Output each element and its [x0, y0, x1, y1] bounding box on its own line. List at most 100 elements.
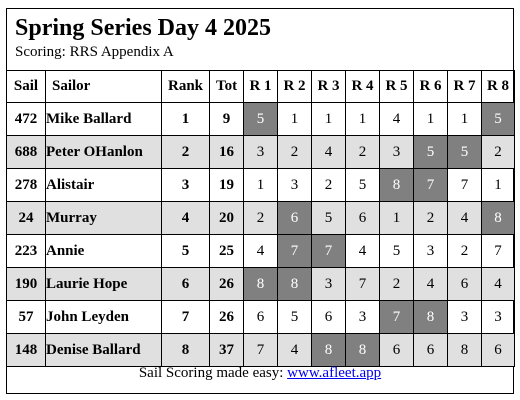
race-6-score-cell: 3	[413, 234, 448, 268]
results-table: Sail Sailor Rank Tot R 1 R 2 R 3 R 4 R 5…	[6, 70, 515, 367]
results-panel: Spring Series Day 4 2025 Scoring: RRS Ap…	[6, 8, 515, 394]
total-cell: 16	[209, 135, 244, 169]
race-3-score-cell: 1	[311, 102, 346, 136]
race-1-score-cell: 7	[243, 333, 278, 367]
col-header-race-8: R 8	[481, 70, 515, 103]
race-6-score-cell: 2	[413, 201, 448, 235]
race-1-score-cell: 1	[243, 168, 278, 202]
table-row: 278 Alistair 3 19 1 3 2 5 8 7 7 1	[6, 168, 515, 202]
col-header-race-1: R 1	[243, 70, 278, 103]
race-2-score-cell: 5	[277, 300, 312, 334]
race-6-discard-score-cell: 7	[413, 168, 448, 202]
race-8-score-cell: 6	[481, 333, 515, 367]
total-cell: 25	[209, 234, 244, 268]
footer-link[interactable]: www.afleet.app	[287, 365, 382, 381]
race-3-discard-score-cell: 8	[311, 333, 346, 367]
race-5-score-cell: 4	[379, 102, 414, 136]
rank-cell: 7	[161, 300, 210, 334]
col-header-race-5: R 5	[379, 70, 414, 103]
table-row: 148 Denise Ballard 8 37 7 4 8 8 6 6 8 6	[6, 333, 515, 367]
rank-cell: 1	[161, 102, 210, 136]
race-1-score-cell: 2	[243, 201, 278, 235]
race-1-score-cell: 4	[243, 234, 278, 268]
race-7-score-cell: 8	[447, 333, 482, 367]
sail-number-cell: 472	[6, 102, 46, 136]
race-4-score-cell: 3	[345, 300, 380, 334]
race-8-discard-score-cell: 5	[481, 102, 515, 136]
table-row: 190 Laurie Hope 6 26 8 8 3 7 2 4 6 4	[6, 267, 515, 301]
total-cell: 20	[209, 201, 244, 235]
sailor-name-cell: John Leyden	[45, 300, 162, 334]
race-3-score-cell: 5	[311, 201, 346, 235]
race-4-discard-score-cell: 8	[345, 333, 380, 367]
sailor-name-cell: Alistair	[45, 168, 162, 202]
race-5-discard-score-cell: 7	[379, 300, 414, 334]
sail-number-cell: 223	[6, 234, 46, 268]
race-1-score-cell: 3	[243, 135, 278, 169]
race-8-discard-score-cell: 8	[481, 201, 515, 235]
race-7-score-cell: 1	[447, 102, 482, 136]
race-2-discard-score-cell: 6	[277, 201, 312, 235]
table-row: 472 Mike Ballard 1 9 5 1 1 1 4 1 1 5	[6, 102, 515, 136]
results-body: 472 Mike Ballard 1 9 5 1 1 1 4 1 1 5 688 Peter OHanlo…	[6, 102, 515, 367]
race-5-discard-score-cell: 8	[379, 168, 414, 202]
race-7-score-cell: 2	[447, 234, 482, 268]
race-5-score-cell: 5	[379, 234, 414, 268]
sail-number-cell: 57	[6, 300, 46, 334]
race-3-score-cell: 4	[311, 135, 346, 169]
total-cell: 19	[209, 168, 244, 202]
race-7-score-cell: 4	[447, 201, 482, 235]
race-8-score-cell: 1	[481, 168, 515, 202]
race-1-discard-score-cell: 5	[243, 102, 278, 136]
page-title: Spring Series Day 4 2025	[15, 15, 272, 41]
race-4-score-cell: 1	[345, 102, 380, 136]
race-6-score-cell: 1	[413, 102, 448, 136]
race-4-score-cell: 2	[345, 135, 380, 169]
table-row: 24 Murray 4 20 2 6 5 6 1 2 4 8	[6, 201, 515, 235]
rank-cell: 3	[161, 168, 210, 202]
sailor-name-cell: Murray	[45, 201, 162, 235]
race-4-score-cell: 7	[345, 267, 380, 301]
sailor-name-cell: Peter OHanlon	[45, 135, 162, 169]
col-header-rank: Rank	[161, 70, 210, 103]
race-2-discard-score-cell: 8	[277, 267, 312, 301]
race-5-score-cell: 1	[379, 201, 414, 235]
sail-number-cell: 148	[6, 333, 46, 367]
race-4-score-cell: 4	[345, 234, 380, 268]
footer-text: Sail Scoring made easy:	[138, 365, 288, 381]
race-6-score-cell: 6	[413, 333, 448, 367]
race-4-score-cell: 6	[345, 201, 380, 235]
col-header-race-6: R 6	[413, 70, 448, 103]
col-header-total: Tot	[209, 70, 244, 103]
race-5-score-cell: 3	[379, 135, 414, 169]
total-cell: 9	[209, 102, 244, 136]
col-header-race-4: R 4	[345, 70, 380, 103]
race-8-score-cell: 2	[481, 135, 515, 169]
race-7-score-cell: 3	[447, 300, 482, 334]
sailor-name-cell: Annie	[45, 234, 162, 268]
rank-cell: 2	[161, 135, 210, 169]
table-row: 223 Annie 5 25 4 7 7 4 5 3 2 7	[6, 234, 515, 268]
race-3-score-cell: 6	[311, 300, 346, 334]
total-cell: 26	[209, 300, 244, 334]
sail-number-cell: 190	[6, 267, 46, 301]
sailor-name-cell: Laurie Hope	[45, 267, 162, 301]
race-3-score-cell: 3	[311, 267, 346, 301]
race-5-score-cell: 2	[379, 267, 414, 301]
total-cell: 26	[209, 267, 244, 301]
race-3-score-cell: 2	[311, 168, 346, 202]
race-5-score-cell: 6	[379, 333, 414, 367]
race-7-discard-score-cell: 5	[447, 135, 482, 169]
race-8-score-cell: 7	[481, 234, 515, 268]
race-6-discard-score-cell: 8	[413, 300, 448, 334]
col-header-race-7: R 7	[447, 70, 482, 103]
race-2-score-cell: 3	[277, 168, 312, 202]
rank-cell: 5	[161, 234, 210, 268]
race-8-score-cell: 4	[481, 267, 515, 301]
race-4-score-cell: 5	[345, 168, 380, 202]
sailor-name-cell: Denise Ballard	[45, 333, 162, 367]
race-6-score-cell: 4	[413, 267, 448, 301]
sail-number-cell: 24	[6, 201, 46, 235]
race-1-score-cell: 6	[243, 300, 278, 334]
race-8-score-cell: 3	[481, 300, 515, 334]
